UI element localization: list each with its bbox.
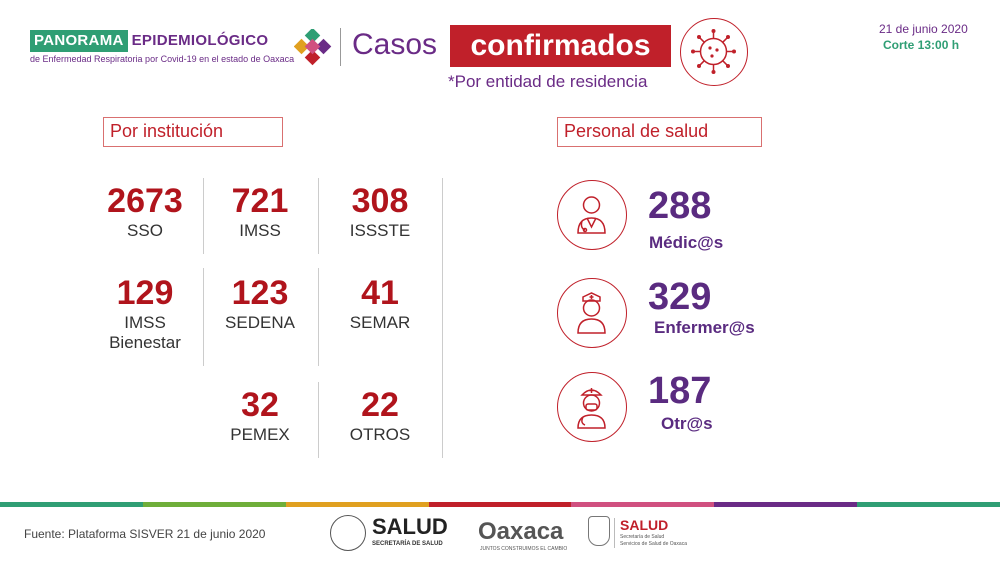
header-divider (340, 28, 341, 66)
inst-pemex: 32 PEMEX (205, 386, 315, 445)
inst-label-line2: Bienestar (109, 333, 181, 352)
virus-icon (680, 18, 748, 86)
seal-logo-icon (330, 515, 366, 551)
inst-otros: 22 OTROS (325, 386, 435, 445)
grid-divider (203, 178, 204, 254)
inst-label: ISSSTE (349, 221, 411, 240)
inst-label: PEMEX (230, 425, 290, 444)
residencia-note: *Por entidad de residencia (448, 72, 648, 91)
diamond-logo-icon (294, 29, 332, 66)
source-note: Fuente: Plataforma SISVER 21 de junio 20… (24, 527, 266, 541)
inst-label: SEMAR (349, 313, 411, 332)
brand-panorama: PANORAMA (30, 30, 128, 52)
medic-icon (557, 372, 627, 442)
inst-value: 721 (231, 182, 289, 220)
nurse-icon (557, 278, 627, 348)
cutoff-time: Corte 13:00 h (883, 38, 960, 52)
inst-imss-bienestar: 129 IMSS Bienestar (90, 274, 200, 353)
doctor-icon (557, 180, 627, 250)
salud-oaxaca-text: SALUD (620, 517, 669, 533)
inst-value: 2673 (107, 182, 183, 220)
grid-divider (318, 268, 319, 366)
salud-logo-text: SALUD (372, 514, 448, 539)
inst-value: 308 (351, 182, 409, 220)
brand-title: PANORAMA EPIDEMIOLÓGICO (30, 30, 273, 52)
inst-value: 22 (361, 386, 399, 424)
personal-label: Enfermer@s (654, 318, 755, 337)
inst-value: 129 (116, 274, 174, 312)
grid-divider (203, 268, 204, 366)
inst-value: 123 (231, 274, 289, 312)
inst-value: 41 (361, 274, 399, 312)
color-stripe (0, 502, 1000, 507)
brand-subtitle: de Enfermedad Respiratoria por Covid-19 … (30, 54, 295, 64)
confirmados-banner: confirmados (450, 25, 671, 67)
inst-issste: 308 ISSSTE (325, 182, 435, 241)
inst-label: IMSS (239, 221, 281, 240)
salud-logo-sub: SECRETARÍA DE SALUD (372, 541, 443, 547)
personal-value: 187 (648, 370, 712, 412)
footer-divider (614, 518, 615, 548)
casos-label: Casos (352, 28, 438, 61)
oaxaca-logo-text: Oaxaca (478, 518, 564, 545)
grid-divider (318, 382, 319, 458)
personal-header: Personal de salud (557, 117, 762, 147)
personal-value: 288 (648, 185, 712, 227)
salud-oaxaca-sub: Secretaría de Salud (620, 534, 665, 540)
inst-imss: 721 IMSS (205, 182, 315, 241)
grid-divider (318, 178, 319, 254)
institucion-header: Por institución (103, 117, 283, 147)
inst-label: OTROS (349, 425, 411, 444)
salud-oaxaca-sub2: Servicios de Salud de Oaxaca (620, 541, 687, 547)
inst-label: IMSS (124, 313, 166, 332)
inst-label: SSO (127, 221, 163, 240)
inst-sso: 2673 SSO (90, 182, 200, 241)
state-shield-icon (588, 516, 610, 546)
inst-value: 32 (241, 386, 279, 424)
report-date: 21 de junio 2020 (879, 22, 968, 36)
inst-semar: 41 SEMAR (325, 274, 435, 333)
inst-sedena: 123 SEDENA (205, 274, 315, 333)
personal-label: Médic@s (649, 233, 724, 252)
personal-value: 329 (648, 276, 712, 318)
inst-label: SEDENA (225, 313, 295, 332)
oaxaca-logo-sub: JUNTOS CONSTRUIMOS EL CAMBIO (480, 546, 568, 552)
personal-label: Otr@s (661, 414, 713, 433)
brand-epidemiologico: EPIDEMIOLÓGICO (127, 30, 273, 52)
section-divider (442, 178, 443, 458)
